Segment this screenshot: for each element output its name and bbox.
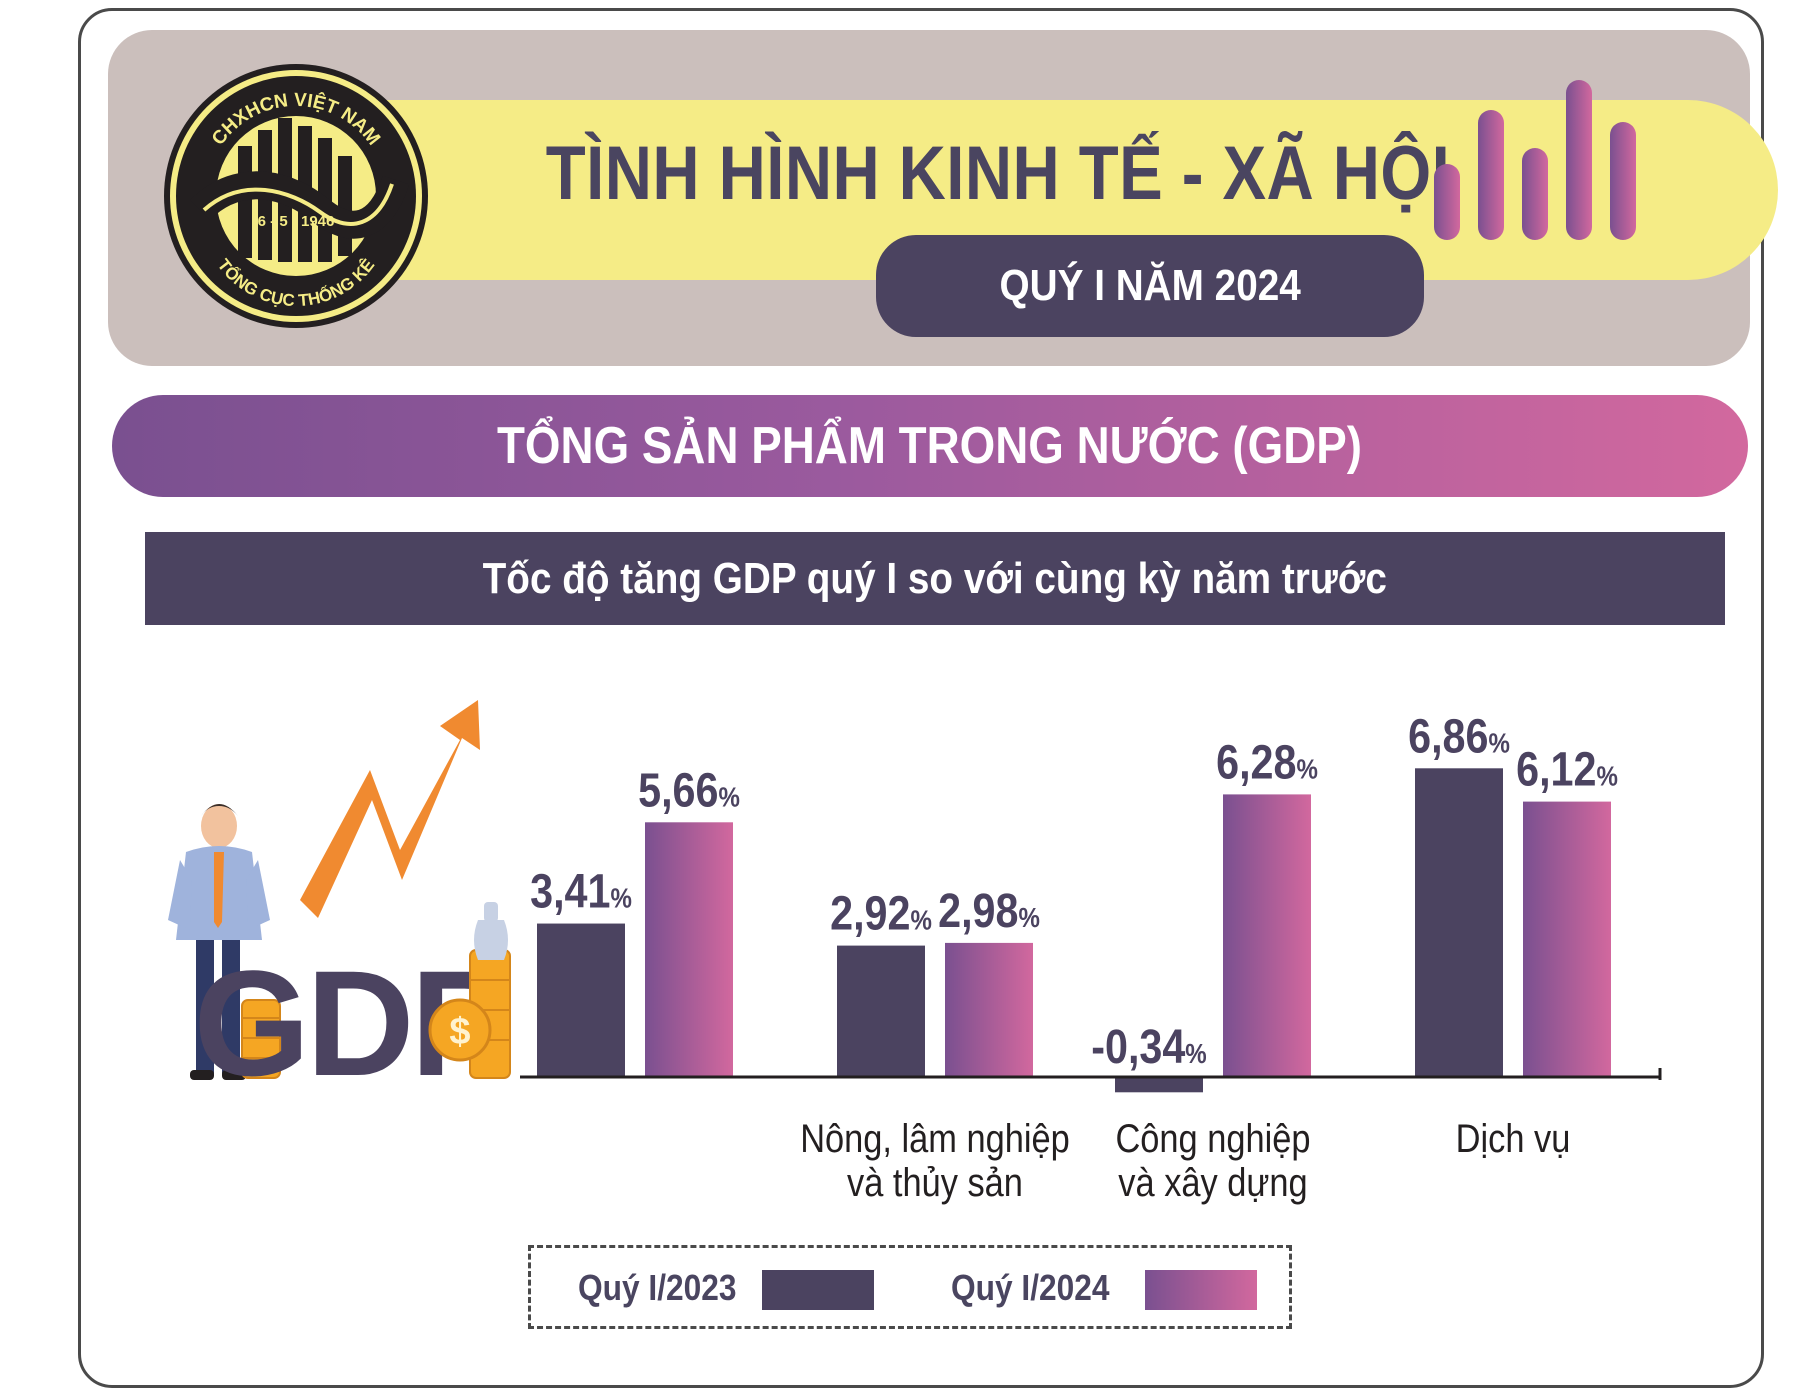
legend-swatch-2024 <box>1145 1270 1257 1310</box>
section-title-ribbon: TỔNG SẢN PHẨM TRONG NƯỚC (GDP) <box>112 395 1748 497</box>
period-badge: QUÝ I NĂM 2024 <box>876 235 1424 337</box>
chart-legend: Quý I/2023 Quý I/2024 <box>528 1245 1292 1329</box>
gso-logo: CHXHCN VIỆT NAM 6 - 5 - 1946 TỔNG CỤC TH… <box>164 64 428 328</box>
legend-label-2024: Quý I/2024 <box>951 1267 1110 1308</box>
legend-item-2024: Quý I/2024 <box>951 1266 1131 1310</box>
bar-chart-icon <box>1434 80 1636 240</box>
chart-title: Tốc độ tăng GDP quý I so với cùng kỳ năm… <box>482 553 1388 603</box>
legend-swatch-2023 <box>762 1270 874 1310</box>
logo-date-text: 6 - 5 - 1946 <box>258 213 335 230</box>
legend-item-2023: Quý I/2023 <box>578 1266 758 1310</box>
section-title: TỔNG SẢN PHẨM TRONG NƯỚC (GDP) <box>497 417 1363 475</box>
chart-title-bar: Tốc độ tăng GDP quý I so với cùng kỳ năm… <box>145 532 1725 625</box>
legend-label-2023: Quý I/2023 <box>578 1267 737 1308</box>
page-title: TÌNH HÌNH KINH TẾ - XÃ HỘI <box>545 131 1451 216</box>
period-label: QUÝ I NĂM 2024 <box>999 261 1301 310</box>
header-panel: CHXHCN VIỆT NAM 6 - 5 - 1946 TỔNG CỤC TH… <box>108 30 1778 366</box>
